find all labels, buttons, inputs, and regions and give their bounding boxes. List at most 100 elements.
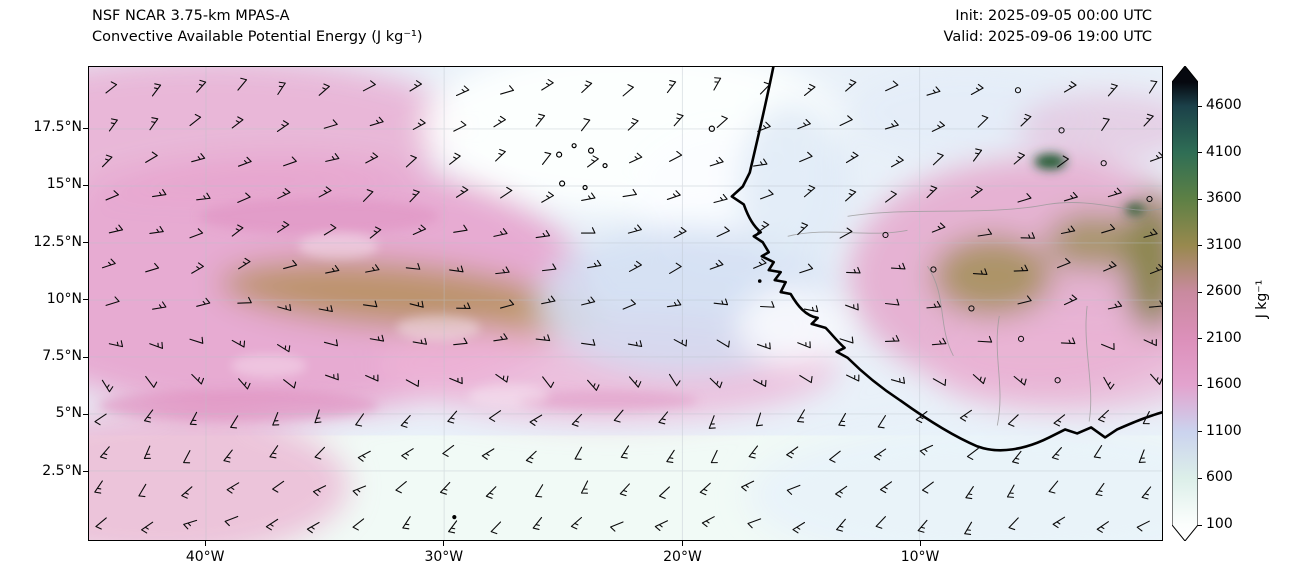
- wind-barb: [314, 409, 322, 424]
- wind-barb: [627, 224, 642, 234]
- colorbar-unit-label: J kg⁻¹: [1254, 279, 1270, 319]
- wind-barb: [455, 85, 470, 97]
- wind-barb: [977, 228, 993, 237]
- wind-barb: [629, 152, 643, 164]
- wind-barb: [183, 450, 191, 464]
- valid-time-label: Valid: 2025-09-06 19:00 UTC: [943, 29, 1152, 45]
- wind-barb: [449, 265, 464, 273]
- wind-barb: [365, 264, 380, 273]
- colorbar-tick-label: 4100: [1206, 143, 1242, 160]
- wind-barb: [365, 152, 379, 164]
- wind-barb: [829, 450, 841, 463]
- wind-barb: [449, 377, 463, 385]
- country-borders: [787, 202, 1162, 426]
- wind-barb: [846, 266, 861, 274]
- wind-barb: [395, 480, 407, 494]
- calm-wind-circle: [1100, 160, 1107, 167]
- wind-barb: [449, 152, 461, 165]
- wind-barb: [318, 83, 330, 96]
- wind-barb: [884, 298, 900, 306]
- wind-barb: [1057, 257, 1071, 269]
- wind-barb: [283, 259, 298, 270]
- wind-barb: [149, 341, 164, 349]
- wind-barb: [716, 339, 730, 348]
- x-tick-label: 20°W: [663, 549, 702, 565]
- wind-barb: [797, 341, 811, 349]
- y-tick-label: 12.5°N: [33, 233, 82, 250]
- wind-barb: [628, 260, 642, 272]
- map-plot-area: [88, 66, 1163, 541]
- wind-barb: [1007, 414, 1019, 427]
- wind-barb: [710, 449, 718, 464]
- wind-barb: [799, 151, 813, 163]
- wind-barb: [580, 227, 596, 234]
- wind-barb: [839, 336, 854, 344]
- wind-barb: [189, 113, 202, 127]
- wind-barb: [581, 338, 596, 346]
- wind-barb: [231, 224, 244, 237]
- y-tick-mark: [83, 356, 88, 358]
- wind-barb: [447, 410, 458, 424]
- wind-barb: [1103, 376, 1115, 390]
- wind-barb: [753, 258, 767, 269]
- wind-barb: [455, 186, 469, 198]
- colorbar-tick-label: 3600: [1206, 190, 1242, 207]
- wind-barb: [495, 148, 506, 162]
- init-time-label: Init: 2025-09-05 00:00 UTC: [955, 8, 1152, 24]
- wind-barb: [237, 192, 251, 203]
- wind-barb: [145, 262, 160, 273]
- colorbar-gradient: [1172, 66, 1198, 541]
- wind-barb: [1057, 155, 1069, 168]
- wind-barb: [276, 120, 290, 132]
- wind-barb: [1060, 225, 1076, 235]
- colorbar-tick-label: 2100: [1206, 329, 1242, 346]
- wind-barb: [966, 447, 979, 460]
- wind-barb: [101, 379, 114, 393]
- wind-barb: [838, 412, 847, 427]
- y-tick-mark: [83, 184, 88, 186]
- wind-barb: [485, 486, 497, 499]
- wind-barb: [442, 444, 455, 457]
- wind-barb: [541, 295, 556, 305]
- y-tick-label: 7.5°N: [42, 348, 82, 365]
- wind-barb: [875, 516, 886, 529]
- y-tick-label: 10°N: [46, 290, 82, 307]
- wind-barb: [448, 520, 458, 534]
- wind-barb: [401, 448, 414, 460]
- wind-barb: [619, 483, 630, 497]
- wind-barb: [931, 121, 946, 132]
- wind-barb: [570, 516, 583, 530]
- wind-barb: [658, 486, 670, 499]
- wind-barb: [143, 409, 154, 423]
- wind-barb: [873, 448, 887, 461]
- wind-barb: [362, 300, 378, 308]
- wind-barb: [627, 340, 643, 347]
- wind-barb: [323, 119, 338, 129]
- wind-barb: [757, 221, 770, 233]
- y-tick-label: 2.5°N: [42, 462, 82, 479]
- wind-barb: [269, 445, 279, 459]
- wind-barb: [628, 376, 642, 388]
- wind-barb: [797, 409, 806, 423]
- wind-barb: [1143, 228, 1158, 238]
- wind-barb: [1107, 83, 1118, 97]
- wind-barb: [666, 299, 682, 308]
- wind-barb: [541, 191, 554, 203]
- wind-barb: [535, 484, 544, 498]
- wind-barb: [610, 521, 624, 532]
- colorbar-tick-label: 1600: [1206, 376, 1242, 393]
- map-canvas: [89, 67, 1162, 540]
- wind-barb: [884, 120, 899, 130]
- wind-barb: [1142, 410, 1150, 425]
- calm-wind-circle: [1054, 377, 1061, 384]
- wind-barb: [453, 120, 467, 132]
- wind-barb: [915, 410, 928, 424]
- wind-barb: [673, 113, 684, 127]
- wind-barb: [493, 228, 508, 237]
- wind-barb: [362, 189, 374, 202]
- wind-barb: [277, 304, 292, 312]
- wind-barb: [666, 449, 675, 463]
- wind-barb: [1051, 447, 1062, 460]
- wind-barb: [1013, 375, 1027, 386]
- x-tick-mark: [681, 541, 683, 546]
